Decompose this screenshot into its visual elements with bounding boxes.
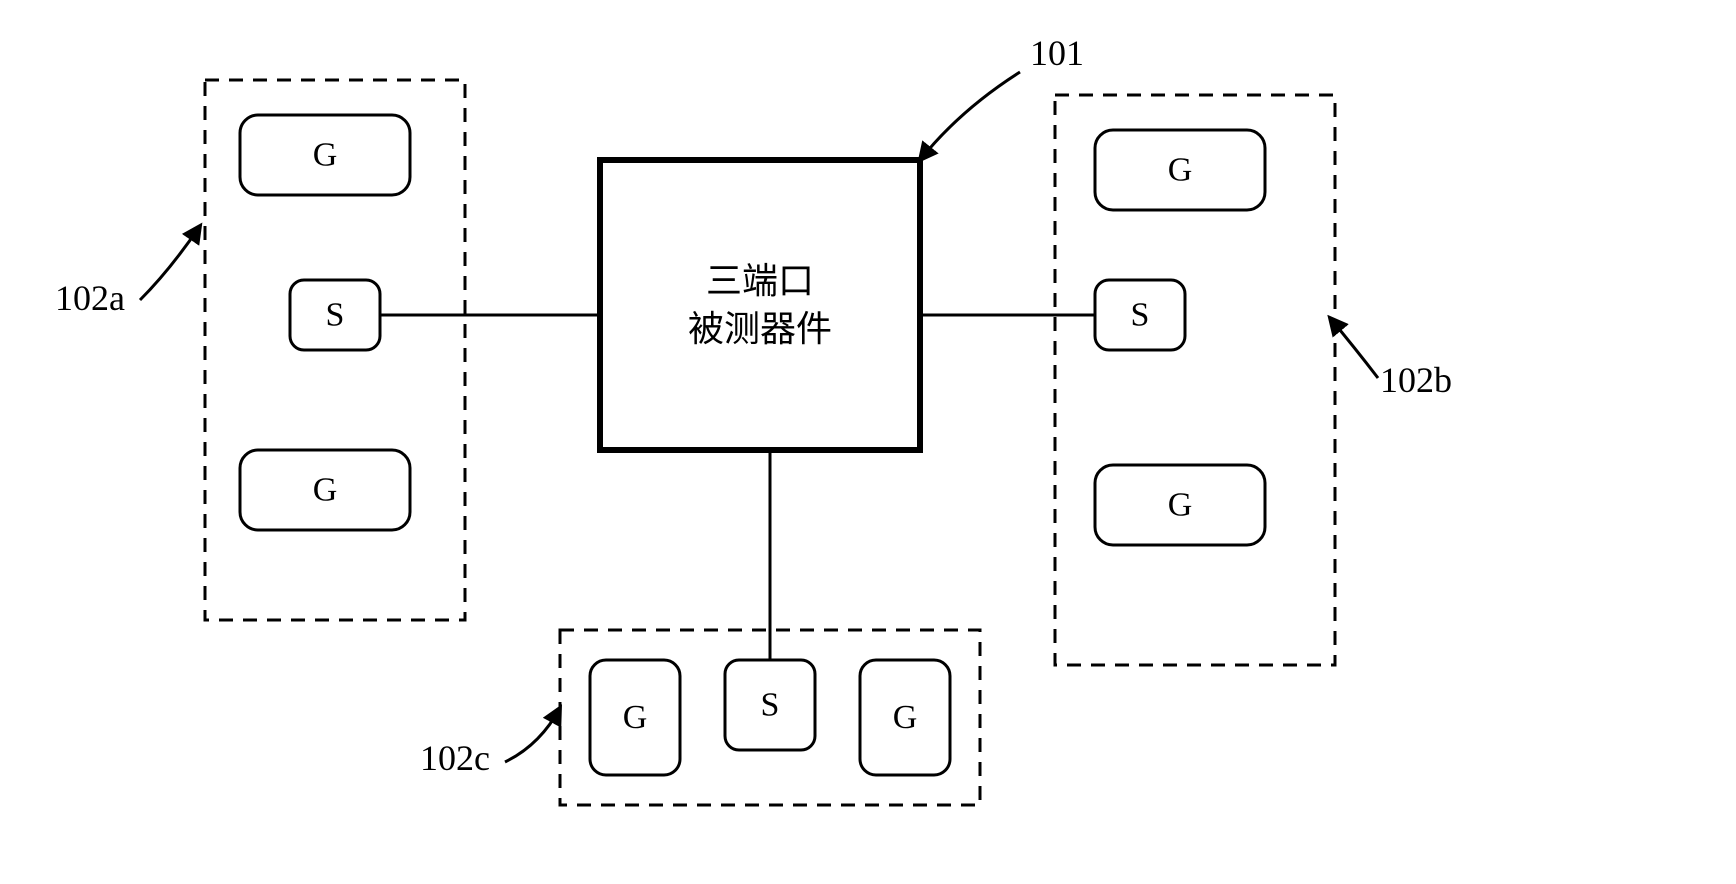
ref-arrow-102b: [1330, 318, 1378, 378]
pad-label: S: [761, 687, 780, 724]
pad-label: G: [623, 699, 648, 736]
pad-label: G: [893, 699, 918, 736]
pad-label: G: [313, 472, 338, 509]
ref-label-101: 101: [1030, 33, 1084, 73]
dut-box: [600, 160, 920, 450]
ref-arrow-102c: [505, 708, 560, 762]
probe-group-b: [1055, 95, 1335, 665]
dut-label-line1: 三端口: [706, 261, 814, 301]
ref-label-102c: 102c: [420, 738, 490, 778]
pad-label: S: [1131, 297, 1150, 334]
pad-label: S: [326, 297, 345, 334]
pad-label: G: [1168, 487, 1193, 524]
pad-label: G: [313, 137, 338, 174]
pad-label: G: [1168, 152, 1193, 189]
ref-label-102a: 102a: [55, 278, 125, 318]
dut-label-line2: 被测器件: [688, 309, 832, 349]
ref-arrow-102a: [140, 226, 200, 300]
ref-label-102b: 102b: [1380, 360, 1452, 400]
ref-arrow-101: [920, 72, 1020, 160]
